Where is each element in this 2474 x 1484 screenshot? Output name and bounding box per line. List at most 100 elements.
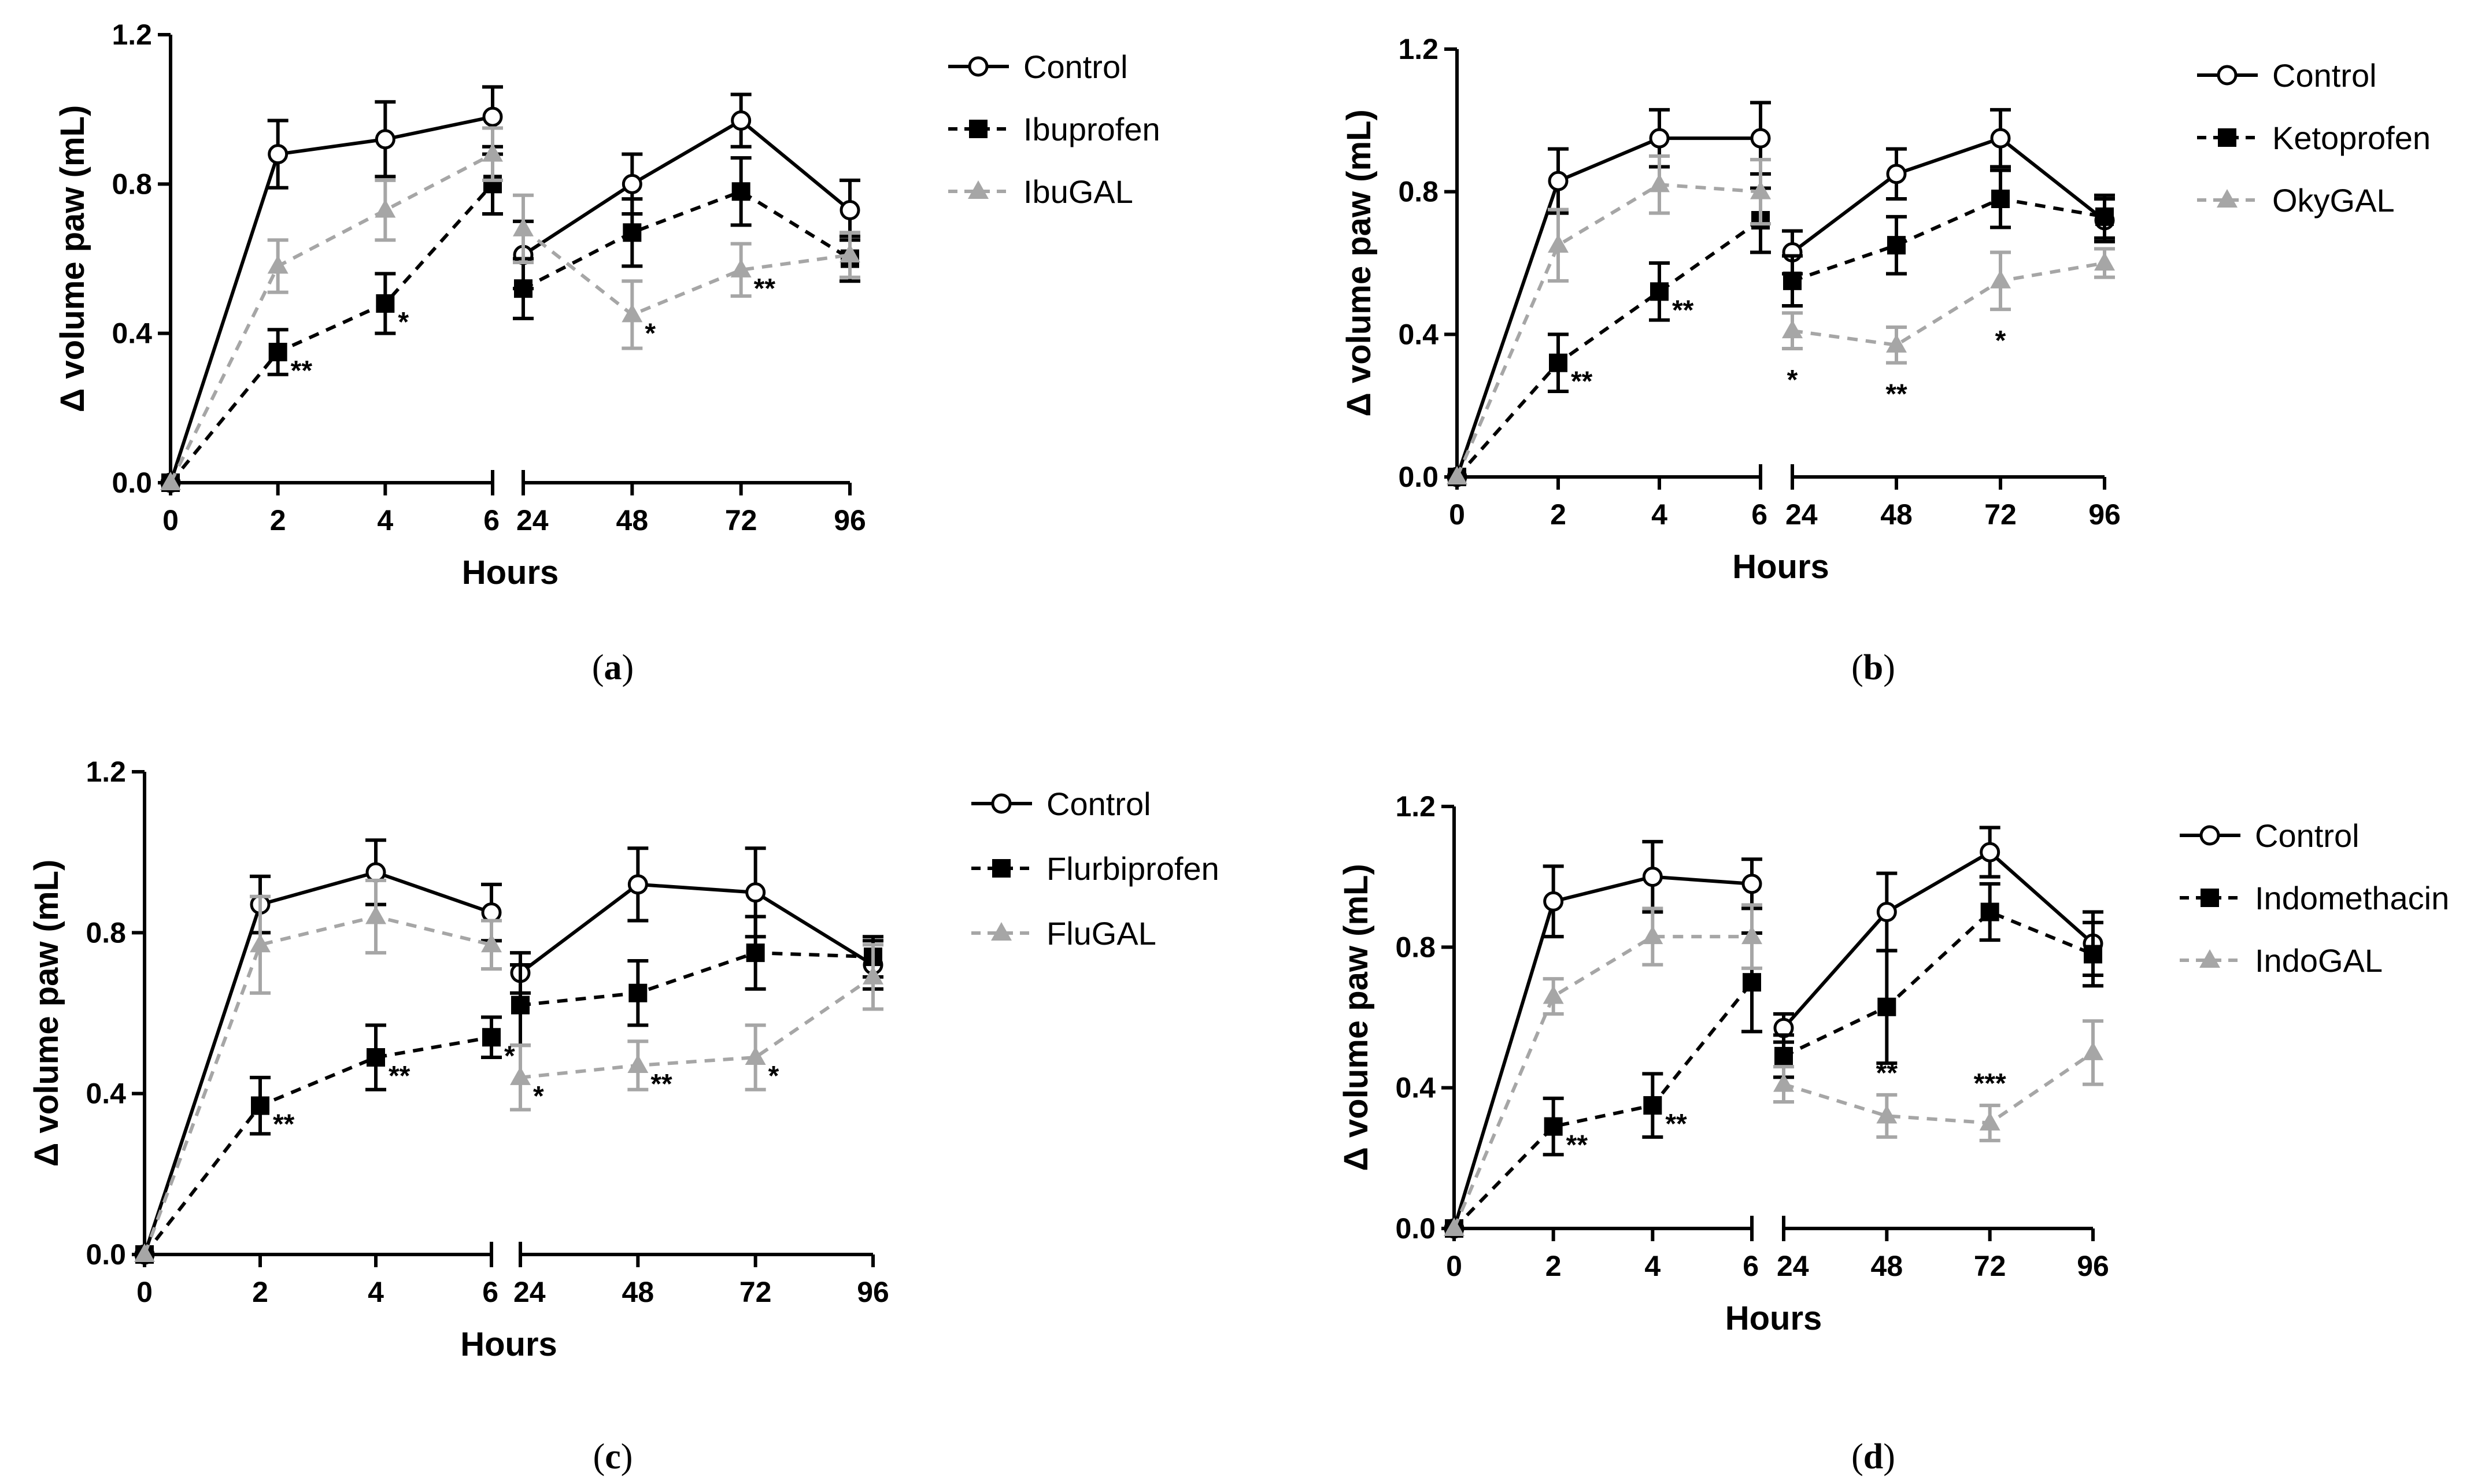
data-point	[1543, 985, 1564, 1004]
x-tick-label: 2	[1550, 498, 1566, 531]
x-tick-label: 96	[2077, 1250, 2109, 1282]
legend-label: Control	[2255, 817, 2360, 854]
x-tick-label: 4	[1651, 498, 1667, 531]
data-point	[1642, 867, 1663, 887]
x-tick-label: 6	[482, 1276, 498, 1308]
y-tick-label: 0.4	[1398, 318, 1438, 350]
y-tick-label: 0.0	[86, 1238, 126, 1271]
panel-label: (b)	[1851, 648, 1895, 687]
significance-annotation: *	[533, 1081, 544, 1112]
x-tick-label: 2	[252, 1276, 268, 1308]
data-point	[730, 258, 752, 277]
x-tick-label: 48	[616, 504, 649, 536]
series-flugal	[134, 878, 883, 1262]
data-point	[1548, 234, 1569, 253]
data-point	[1543, 891, 1564, 912]
series-line	[143, 915, 492, 1256]
significance-annotation: **	[1571, 367, 1593, 397]
data-point	[863, 965, 883, 985]
x-tick-label: 96	[834, 504, 866, 536]
data-point	[1876, 1105, 1898, 1124]
x-tick-label: 0	[1446, 1250, 1462, 1282]
significance-annotation: ***	[1974, 1068, 2006, 1099]
legend-marker	[992, 859, 1011, 878]
chart-panel-c: 0.00.40.81.2Δ volume paw (mL)0 2 4 6 24 48 72 9…	[28, 756, 1219, 1476]
legend: Control Indomethacin IndoGAL	[2180, 817, 2449, 979]
y-tick-label: 0.4	[1395, 1072, 1436, 1104]
panel-label-letter: c	[605, 1437, 621, 1476]
data-point	[1980, 842, 2000, 863]
panel-label-paren: )	[1883, 648, 1895, 687]
data-point	[1887, 236, 1906, 255]
y-tick-label: 1.2	[112, 18, 152, 51]
significance-annotation: **	[1665, 1109, 1687, 1139]
data-point	[746, 943, 765, 963]
x-tick-label: 6	[1743, 1250, 1759, 1282]
significance-annotation: **	[754, 273, 776, 304]
data-point	[622, 173, 642, 194]
y-tick-label: 0.4	[112, 317, 152, 350]
legend-marker	[991, 793, 1012, 814]
data-point	[627, 874, 648, 895]
y-axis-label: Δ volume paw (mL)	[1337, 864, 1375, 1171]
series-line	[1783, 910, 2094, 1058]
x-tick-label: 24	[1785, 498, 1818, 531]
y-tick-label: 1.2	[86, 756, 126, 788]
data-point	[1773, 1073, 1794, 1092]
legend: Control Ketoprofen OkyGAL	[2197, 57, 2431, 219]
x-tick-label: 96	[857, 1276, 889, 1308]
data-point	[1549, 353, 1567, 372]
x-tick-label: 0	[162, 504, 179, 536]
data-point	[731, 182, 750, 201]
data-point	[2095, 207, 2114, 226]
series-control	[1447, 101, 2115, 487]
data-point	[1991, 190, 2010, 208]
data-point	[1741, 874, 1762, 894]
legend-marker	[2218, 128, 2236, 147]
series-line	[143, 870, 492, 1255]
y-axis-label: Δ volume paw (mL)	[28, 860, 65, 1167]
data-point	[1782, 320, 1803, 339]
series-line	[520, 951, 874, 1007]
legend-marker	[969, 120, 988, 138]
series-okygal	[1447, 154, 2115, 484]
legend-marker	[2217, 65, 2238, 86]
series-line	[519, 882, 874, 975]
data-point	[375, 199, 396, 218]
panel-label-paren: (	[1851, 1437, 1863, 1476]
significance-annotation: *	[645, 318, 656, 349]
data-point	[1979, 1112, 2000, 1131]
series-ketoprofen	[1448, 168, 2115, 486]
data-point	[513, 217, 534, 236]
x-axis-label: Hours	[462, 554, 559, 591]
x-tick-label: 96	[2088, 498, 2121, 531]
x-tick-label: 24	[513, 1276, 546, 1308]
series-ibuprofen	[161, 152, 860, 492]
data-point	[1743, 973, 1761, 992]
significance-annotation: **	[273, 1109, 295, 1140]
x-tick-label: 2	[1545, 1250, 1562, 1282]
series-line	[1455, 219, 1762, 478]
y-tick-label: 0.8	[1395, 931, 1436, 963]
data-point	[623, 223, 642, 242]
series-indogal	[1444, 903, 2103, 1236]
data-point	[1990, 269, 2011, 288]
x-axis-label: Hours	[1732, 548, 1829, 586]
series-line	[1452, 981, 1754, 1230]
legend-marker	[968, 56, 989, 77]
series-line	[522, 227, 850, 317]
panel-label-letter: d	[1863, 1437, 1883, 1476]
series-line	[522, 118, 851, 257]
panel-label-paren: (	[593, 1437, 605, 1476]
significance-annotation: *	[398, 307, 409, 338]
legend-label: Flurbiprofen	[1046, 850, 1219, 887]
x-tick-label: 0	[136, 1276, 153, 1308]
data-point	[1447, 466, 1467, 484]
data-point	[134, 1244, 155, 1262]
y-tick-label: 0.8	[1398, 176, 1438, 208]
data-point	[482, 143, 503, 162]
chart-panel-b: 0.00.40.81.2Δ volume paw (mL)0 2 4 6 24 48 72 9…	[1340, 33, 2431, 687]
series-line	[1792, 261, 2105, 347]
panel-label: (a)	[592, 648, 634, 687]
panel-label-letter: b	[1863, 648, 1883, 687]
